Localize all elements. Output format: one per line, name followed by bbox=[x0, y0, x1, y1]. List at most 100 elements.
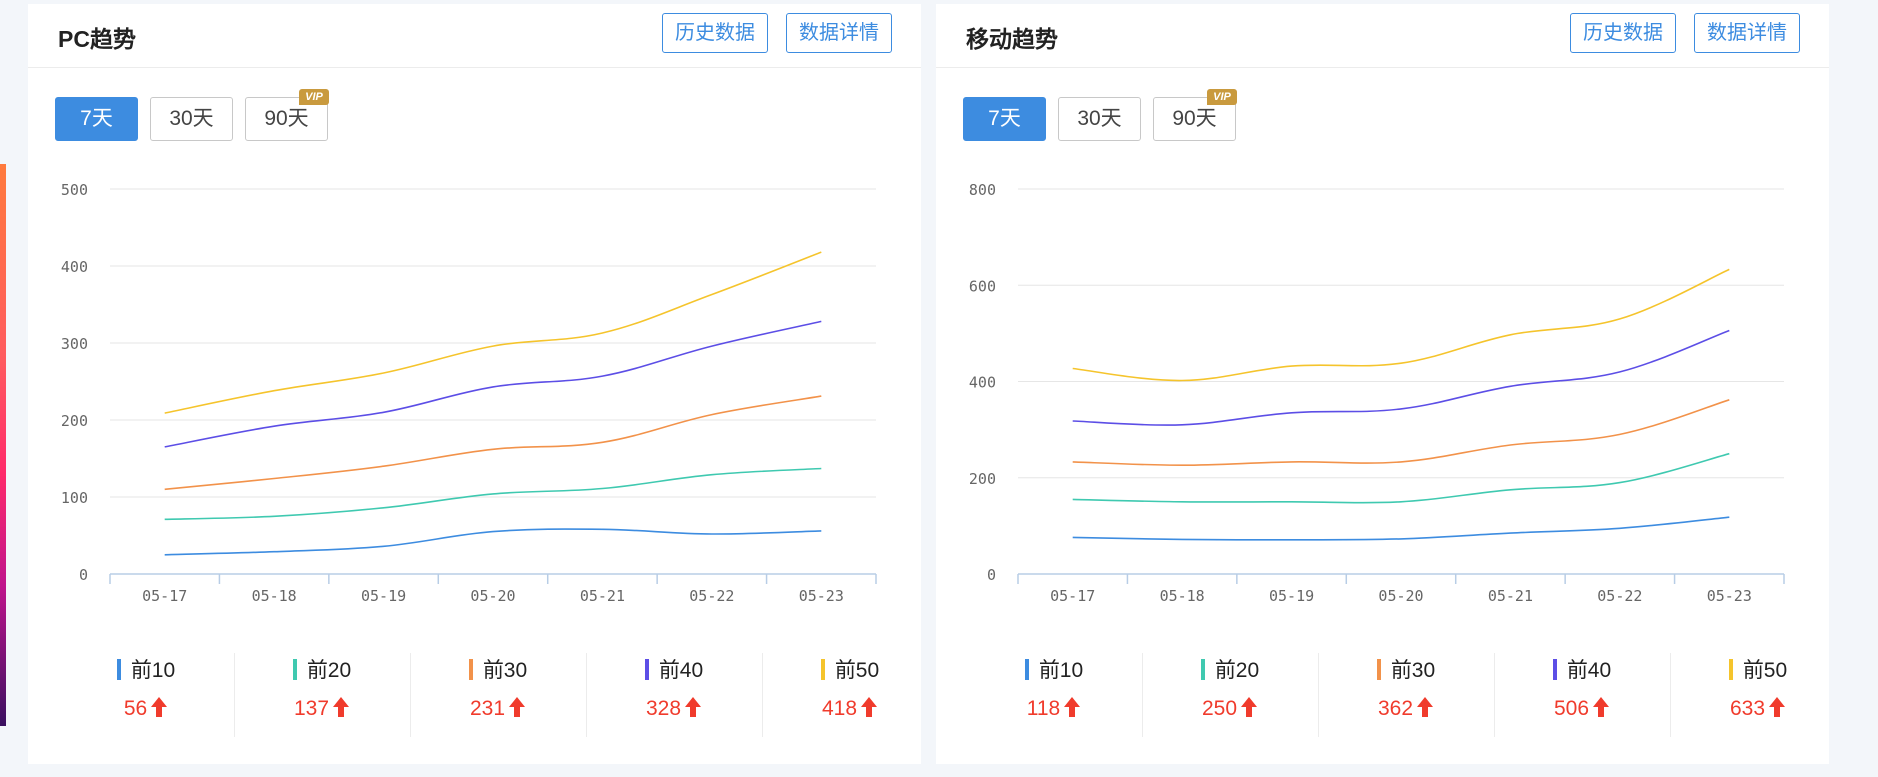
stat-value-row: 56 bbox=[58, 696, 234, 721]
stat-label: 前20 bbox=[306, 659, 352, 682]
x-tick-label: 05-20 bbox=[470, 587, 515, 605]
up-arrow-icon bbox=[1064, 697, 1081, 717]
vip-badge: VIP bbox=[1207, 89, 1237, 105]
stat-label-row: 前50 bbox=[1670, 654, 1846, 684]
up-arrow-icon bbox=[1241, 697, 1258, 717]
history-data-button[interactable]: 历史数据 bbox=[662, 13, 768, 53]
stat-item: 前40 328 bbox=[586, 649, 762, 739]
series-line-2 bbox=[164, 467, 822, 521]
x-tick-label: 05-21 bbox=[1488, 587, 1533, 605]
series-line-4 bbox=[164, 320, 822, 448]
stat-value-row: 250 bbox=[1142, 696, 1318, 721]
stat-value-row: 418 bbox=[762, 696, 938, 721]
stat-label-row: 前20 bbox=[1142, 654, 1318, 684]
stat-item: 前30 362 bbox=[1318, 649, 1494, 739]
history-data-button[interactable]: 历史数据 bbox=[1570, 13, 1676, 53]
stat-value-row: 506 bbox=[1494, 696, 1670, 721]
stat-label-row: 前50 bbox=[762, 654, 938, 684]
stat-value: 250 bbox=[1201, 697, 1238, 720]
y-tick-label: 0 bbox=[79, 566, 88, 584]
x-tick-label: 05-18 bbox=[252, 587, 297, 605]
up-arrow-icon bbox=[685, 697, 702, 717]
y-tick-label: 400 bbox=[61, 258, 88, 276]
legend-color-bar bbox=[1728, 659, 1733, 680]
x-tick-label: 05-17 bbox=[1050, 587, 1095, 605]
stat-label: 前40 bbox=[658, 659, 704, 682]
stat-value: 506 bbox=[1553, 697, 1590, 720]
stat-value-row: 362 bbox=[1318, 696, 1494, 721]
up-arrow-icon bbox=[509, 697, 526, 717]
stat-divider bbox=[586, 653, 587, 737]
x-tick-label: 05-22 bbox=[689, 587, 734, 605]
stat-label-row: 前10 bbox=[58, 654, 234, 684]
vip-badge: VIP bbox=[299, 89, 329, 105]
stat-label-row: 前40 bbox=[586, 654, 762, 684]
range-tab-90d[interactable]: 90天 VIP bbox=[1153, 89, 1237, 141]
range-tab-30d[interactable]: 30天 bbox=[150, 97, 233, 141]
stat-value: 231 bbox=[469, 697, 506, 720]
x-tick-label: 05-23 bbox=[1707, 587, 1752, 605]
up-arrow-icon bbox=[1769, 697, 1786, 717]
stat-value: 362 bbox=[1377, 697, 1414, 720]
stat-value: 328 bbox=[645, 697, 682, 720]
stat-divider bbox=[1318, 653, 1319, 737]
data-detail-button[interactable]: 数据详情 bbox=[1694, 13, 1800, 53]
pc-trend-panel: PC趋势 历史数据 数据详情 7天 30天 90天 VIP 0 100 200 300… bbox=[28, 4, 921, 764]
range-tab-7d[interactable]: 7天 bbox=[55, 97, 138, 141]
stat-item: 前40 506 bbox=[1494, 649, 1670, 739]
x-tick-label: 05-19 bbox=[361, 587, 406, 605]
series-line-3 bbox=[1072, 399, 1730, 467]
stat-label-row: 前10 bbox=[966, 654, 1142, 684]
range-tab-7d[interactable]: 7天 bbox=[963, 97, 1046, 141]
x-tick-label: 05-22 bbox=[1597, 587, 1642, 605]
legend-color-bar bbox=[116, 659, 121, 680]
stat-item: 前10 56 bbox=[58, 649, 234, 739]
stat-label: 前50 bbox=[834, 659, 880, 682]
panel-header: PC趋势 历史数据 数据详情 bbox=[28, 4, 921, 68]
stat-divider bbox=[1494, 653, 1495, 737]
stat-divider bbox=[762, 653, 763, 737]
y-tick-label: 800 bbox=[969, 181, 996, 199]
y-tick-label: 300 bbox=[61, 335, 88, 353]
stat-divider bbox=[1670, 653, 1671, 737]
stat-label: 前40 bbox=[1566, 659, 1612, 682]
y-tick-label: 400 bbox=[969, 374, 996, 392]
legend-color-bar bbox=[1376, 659, 1381, 680]
stat-label-row: 前40 bbox=[1494, 654, 1670, 684]
stat-label-row: 前20 bbox=[234, 654, 410, 684]
stat-label: 前10 bbox=[130, 659, 176, 682]
panel-title: 移动趋势 bbox=[966, 26, 1058, 52]
stat-value-row: 118 bbox=[966, 696, 1142, 721]
stat-value: 118 bbox=[1026, 697, 1061, 720]
y-tick-label: 500 bbox=[61, 181, 88, 199]
stat-item: 前30 231 bbox=[410, 649, 586, 739]
stat-item: 前50 418 bbox=[762, 649, 938, 739]
stat-divider bbox=[1142, 653, 1143, 737]
series-line-5 bbox=[164, 251, 822, 414]
range-tab-30d[interactable]: 30天 bbox=[1058, 97, 1141, 141]
series-line-4 bbox=[1072, 329, 1730, 426]
up-arrow-icon bbox=[861, 697, 878, 717]
up-arrow-icon bbox=[1593, 697, 1610, 717]
y-tick-label: 200 bbox=[969, 470, 996, 488]
legend-color-bar bbox=[644, 659, 649, 680]
x-tick-label: 05-17 bbox=[142, 587, 187, 605]
range-tab-90d[interactable]: 90天 VIP bbox=[245, 89, 329, 141]
stat-divider bbox=[234, 653, 235, 737]
left-edge-decoration bbox=[0, 164, 6, 726]
data-detail-button[interactable]: 数据详情 bbox=[786, 13, 892, 53]
stat-value-row: 137 bbox=[234, 696, 410, 721]
stat-divider bbox=[410, 653, 411, 737]
stat-value-row: 231 bbox=[410, 696, 586, 721]
series-line-5 bbox=[1072, 268, 1730, 382]
range-tab-label: 90天 bbox=[264, 107, 309, 130]
stat-label: 前30 bbox=[482, 659, 528, 682]
x-tick-label: 05-21 bbox=[580, 587, 625, 605]
stat-value: 56 bbox=[123, 697, 148, 720]
y-tick-label: 200 bbox=[61, 412, 88, 430]
stat-label: 前50 bbox=[1742, 659, 1788, 682]
stat-value-row: 633 bbox=[1670, 696, 1846, 721]
up-arrow-icon bbox=[151, 697, 168, 717]
panel-header: 移动趋势 历史数据 数据详情 bbox=[936, 4, 1829, 68]
series-line-3 bbox=[164, 395, 822, 491]
